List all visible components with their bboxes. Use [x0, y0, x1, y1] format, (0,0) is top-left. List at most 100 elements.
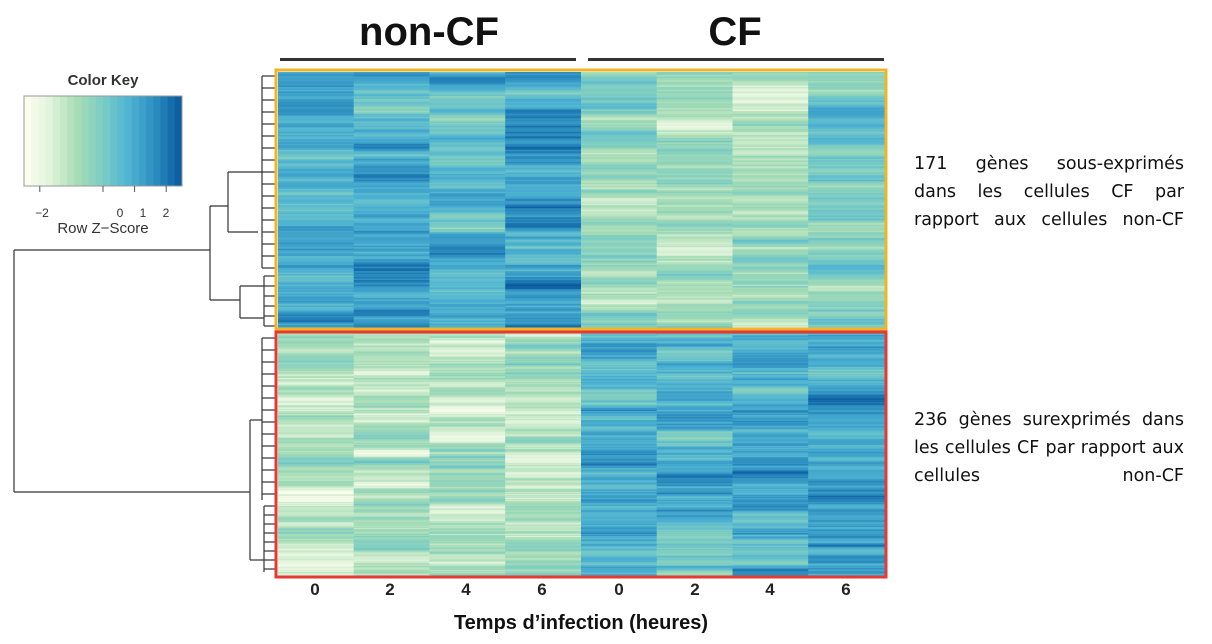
annotation-downregulated: 171 gènes sous-exprimés dans les cellule… — [914, 154, 1184, 230]
heatmap-cell — [278, 224, 355, 227]
heatmap-cell — [732, 395, 809, 398]
heatmap-cell — [505, 399, 582, 402]
heatmap-cell — [429, 146, 506, 149]
heatmap-cell — [278, 268, 355, 271]
heatmap-cell — [732, 116, 809, 120]
heatmap-cell — [808, 381, 885, 383]
heatmap-cell — [429, 247, 506, 250]
heatmap-cell — [505, 383, 582, 385]
heatmap-cell — [808, 88, 885, 91]
heatmap-cell — [353, 116, 431, 120]
heatmap-cell — [505, 128, 582, 131]
color-key-tick-label: 1 — [139, 206, 147, 220]
heatmap-cell — [732, 386, 809, 388]
heatmap-cell — [505, 268, 582, 271]
heatmap-cell — [808, 499, 885, 501]
heatmap-cell — [808, 406, 885, 409]
heatmap-cell — [732, 487, 809, 490]
heatmap-cell — [581, 88, 658, 91]
heatmap-cell — [505, 375, 582, 377]
heatmap-cell — [656, 340, 734, 342]
heatmap-cell — [656, 458, 734, 460]
heatmap-cell — [353, 190, 431, 193]
heatmap-cell — [505, 140, 582, 143]
heatmap-cell — [808, 364, 885, 367]
heatmap-cell — [278, 184, 355, 187]
heatmap-cell — [581, 370, 658, 373]
heatmap-cell — [581, 125, 658, 128]
heatmap-cell — [581, 452, 658, 455]
heatmap-cell — [505, 425, 582, 427]
heatmap-cell — [732, 559, 809, 562]
heatmap-cell — [429, 516, 506, 519]
heatmap-cell — [353, 343, 431, 345]
heatmap-cell — [656, 374, 734, 376]
heatmap-cell — [808, 334, 885, 336]
heatmap-cell — [656, 491, 734, 494]
heatmap-cell — [581, 218, 658, 221]
heatmap-cell — [505, 271, 582, 274]
heatmap-cell — [505, 454, 582, 456]
heatmap-cell — [732, 568, 809, 571]
heatmap-cell — [429, 125, 506, 128]
heatmap-cell — [732, 552, 809, 555]
heatmap-cell — [656, 542, 734, 544]
heatmap-cell — [505, 394, 582, 397]
heatmap-cell — [353, 520, 431, 523]
heatmap-cell — [353, 484, 431, 487]
heatmap-cell — [656, 302, 734, 305]
heatmap-cell — [505, 412, 582, 415]
heatmap-cell — [808, 92, 885, 96]
heatmap-cell — [353, 459, 431, 461]
heatmap-cell — [353, 533, 431, 536]
heatmap-cell — [581, 113, 658, 117]
heatmap-cell — [581, 430, 658, 433]
heatmap-cell — [656, 145, 734, 148]
heatmap-cell — [353, 483, 431, 486]
heatmap-cell — [808, 552, 885, 555]
heatmap-cell — [732, 512, 809, 515]
heatmap-cell — [656, 266, 734, 269]
heatmap-cell — [808, 548, 885, 550]
heatmap-cell — [581, 479, 658, 482]
heatmap-cell — [505, 417, 582, 419]
heatmap-cell — [581, 199, 658, 202]
heatmap-cell — [429, 455, 506, 457]
heatmap-cell — [656, 415, 734, 417]
heatmap-cell — [353, 155, 431, 158]
heatmap-cell — [429, 564, 506, 567]
heatmap-cell — [278, 103, 355, 106]
heatmap-cell — [808, 383, 885, 385]
heatmap-cell — [278, 287, 355, 290]
heatmap-cell — [581, 158, 658, 161]
heatmap-cell — [278, 535, 355, 537]
heatmap-cell — [581, 455, 658, 457]
heatmap-cell — [581, 406, 658, 409]
heatmap-cell — [505, 178, 582, 181]
heatmap-cell — [505, 522, 582, 525]
heatmap-cell — [732, 551, 809, 554]
heatmap-cell — [808, 560, 885, 563]
heatmap-cell — [656, 502, 734, 504]
heatmap-cell — [429, 367, 506, 370]
heatmap-cell — [429, 473, 506, 476]
heatmap-cell — [656, 547, 734, 549]
heatmap-cell — [808, 85, 885, 88]
heatmap-cell — [808, 155, 885, 158]
heatmap-cell — [429, 468, 506, 470]
heatmap-cell — [353, 555, 431, 558]
heatmap-cell — [808, 187, 885, 190]
heatmap-cell — [581, 232, 658, 235]
heatmap-cell — [353, 208, 431, 211]
heatmap-cell — [505, 100, 582, 103]
heatmap-cell — [278, 325, 355, 328]
heatmap-cell — [656, 269, 734, 272]
heatmap-cell — [808, 343, 885, 345]
heatmap-cell — [278, 358, 355, 361]
heatmap-cell — [732, 196, 809, 199]
heatmap-cell — [353, 118, 431, 121]
heatmap-cell — [581, 378, 658, 380]
heatmap-cell — [732, 259, 809, 262]
heatmap-cell — [732, 477, 809, 480]
heatmap-cell — [808, 151, 885, 154]
